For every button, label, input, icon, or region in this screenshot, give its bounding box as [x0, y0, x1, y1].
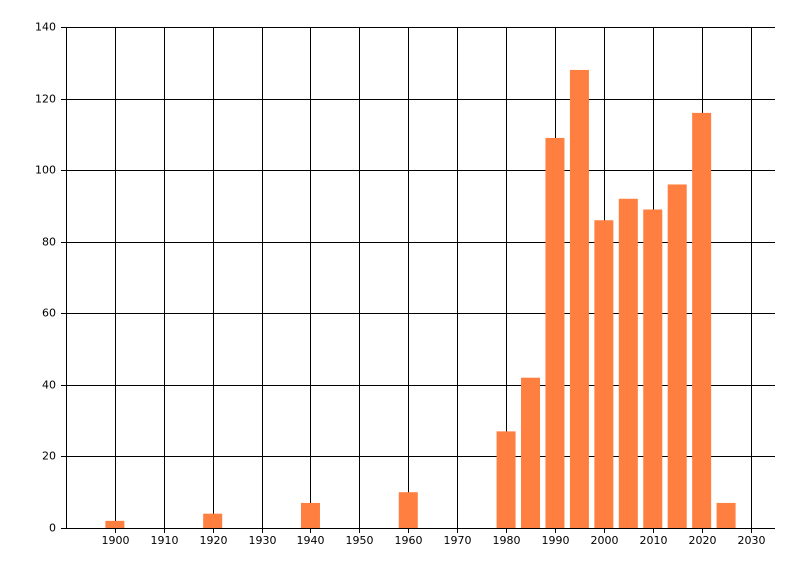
x-tick-label: 1900 — [102, 534, 130, 547]
y-tick-label: 40 — [42, 379, 56, 392]
x-tick-label: 1930 — [249, 534, 277, 547]
bar — [105, 520, 125, 528]
bar — [667, 184, 687, 528]
bar — [545, 137, 565, 528]
x-tick-label: 1940 — [297, 534, 325, 547]
bar — [594, 220, 614, 528]
x-tick-label: 1980 — [493, 534, 521, 547]
bar — [521, 377, 541, 528]
bar — [300, 502, 320, 528]
x-tick-label: 1960 — [395, 534, 423, 547]
y-tick-label: 140 — [35, 21, 56, 34]
x-tick-label: 1990 — [542, 534, 570, 547]
x-tick-label: 2000 — [591, 534, 619, 547]
bar — [496, 431, 516, 528]
bar — [643, 209, 663, 528]
bar — [398, 492, 418, 528]
y-tick-label: 0 — [49, 522, 56, 535]
x-tick-label: 1950 — [346, 534, 374, 547]
y-tick-label: 80 — [42, 236, 56, 249]
y-tick-label: 120 — [35, 93, 56, 106]
x-tick-label: 1970 — [444, 534, 472, 547]
bar — [203, 513, 223, 528]
x-tick-label: 2020 — [689, 534, 717, 547]
bar — [716, 502, 736, 528]
bar — [692, 112, 712, 528]
x-tick-label: 2030 — [738, 534, 766, 547]
x-tick-label: 1910 — [151, 534, 179, 547]
x-tick-label: 2010 — [640, 534, 668, 547]
y-tick-label: 20 — [42, 450, 56, 463]
x-tick-label: 1920 — [200, 534, 228, 547]
bar — [618, 198, 638, 528]
bar — [569, 69, 589, 528]
y-tick-label: 60 — [42, 307, 56, 320]
y-tick-label: 100 — [35, 164, 56, 177]
